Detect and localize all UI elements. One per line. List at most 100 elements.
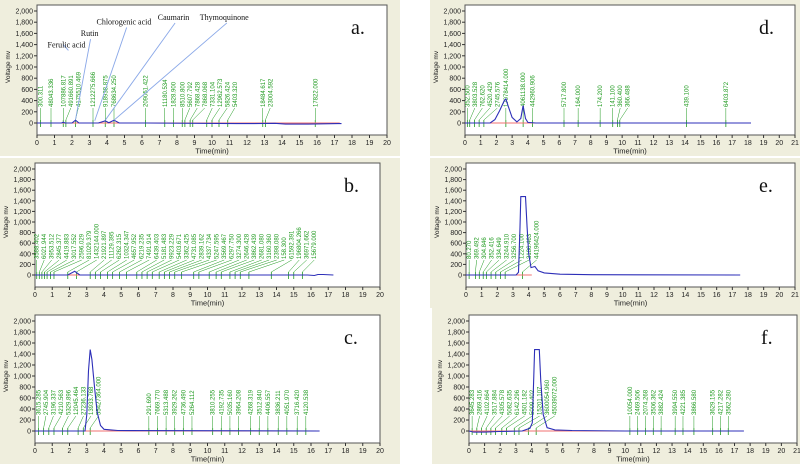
x-tick-label: 20 [383,140,391,147]
y-axis-label: Voltage mv [5,50,12,83]
y-tick-label: 1,800 [13,177,31,184]
peak-label: 4406.557 [266,389,272,415]
peak-label-leader [469,107,476,121]
y-tick-label: 200 [19,262,31,269]
x-tick-label: 16 [713,140,721,147]
x-axis-label: Time(min) [195,147,229,156]
peak-label-leader [136,259,157,273]
x-tick-label: 18 [744,140,752,147]
annotation-leader-line [113,22,228,121]
x-tick-label: 14 [273,448,281,455]
y-axis-label: Voltage mv [434,205,441,238]
peak-label: 3994.550 [673,389,679,415]
annotation-leader-line [75,39,91,120]
peak-label: 3186.463 [527,233,533,259]
x-tick-label: 13 [255,448,263,455]
chromatogram-trace [465,97,751,124]
peak-label: 17822.000 [313,78,319,107]
x-tick-label: 11 [221,292,228,299]
x-tick-label: 13 [261,140,269,147]
x-tick-label: 5 [545,448,549,455]
y-tick-label: 1,800 [443,20,461,27]
x-tick-label: 0 [35,140,39,147]
y-tick-label: 1,400 [13,352,31,359]
x-tick-label: 19 [359,448,367,455]
chart-panel-f: 0 200 400 600 800 1,000 1,200 1,400 1,600 1,800 2,… [432,308,800,464]
peak-label-leader [46,259,67,273]
peak-label-leader [271,259,292,273]
peak-label: 304.846 [482,237,488,259]
peak-label: 4305.578 [500,389,506,415]
y-tick-label: 1,600 [443,31,461,38]
x-tick-label: 9 [188,292,192,299]
x-tick-label: 5 [123,140,127,147]
peak-label-leader [506,415,525,429]
peak-label-leader [514,415,533,429]
x-tick-label: 21 [791,292,799,299]
x-tick-label: 1 [479,140,483,147]
x-tick-label: 7 [154,292,158,299]
peak-label-leader [83,415,92,429]
y-tick-label: 1,600 [447,341,465,348]
y-tick-label: 0 [458,273,462,280]
peak-label: 768634.250 [112,75,118,107]
peak-label: 3882.424 [659,389,665,415]
x-axis-label: Time(min) [614,299,648,308]
peak-label-leader [198,259,232,273]
x-tick-label: 7 [574,292,578,299]
peak-label: 3645.283 [470,389,476,415]
x-tick-label: 20 [376,448,384,455]
plot-area [464,4,796,136]
y-tick-label: 200 [450,262,462,269]
peak-label: 4657.952 [132,233,138,259]
x-tick-label: 9 [188,448,192,455]
peak-label: 55427364.000 [96,376,102,415]
x-tick-label: 10 [621,448,629,455]
panel-label: b. [338,173,365,200]
peak-label-leader [483,259,492,273]
peak-label-leader [53,259,82,273]
peak-label-leader [479,259,485,273]
peak-label: 491660.891 [69,75,75,107]
x-tick-label: 13 [665,140,673,147]
x-tick-label: 16 [713,292,721,299]
peak-label: 2646.428 [245,233,251,259]
peak-label: 3512.840 [257,389,263,415]
y-tick-label: 800 [453,385,465,392]
y-tick-label: 1,200 [13,363,31,370]
peak-label: 366.488 [626,85,632,107]
peak-label: 61592.391 [290,230,296,259]
y-tick-label: 400 [21,98,33,105]
chart-svg: 02004006008001,0001,2001,4001,6001,8002,… [434,162,799,308]
x-tick-label: 2 [70,140,74,147]
peak-label: 5035.160 [228,389,234,415]
y-tick-label: 400 [19,407,31,414]
x-tick-label: 5 [542,140,546,147]
y-axis-label: Voltage mv [3,359,10,392]
peak-label: 3017.552 [72,233,78,259]
chromatogram-trace [37,119,342,125]
peak-label-leader [619,107,628,121]
plot-area [34,314,381,444]
x-tick-label: 3 [85,292,89,299]
x-tick-label: 4 [530,448,534,455]
peak-label-leader [77,415,84,429]
x-tick-label: 1 [53,140,57,147]
peak-label-leader [107,259,127,273]
y-tick-label: 600 [449,87,461,94]
plot-area [36,4,388,136]
x-tick-label: 11 [635,292,642,299]
peak-label: 15679.000 [312,230,318,259]
peak-label-leader [302,259,315,273]
peak-label-leader [518,415,540,429]
x-tick-label: 19 [762,448,770,455]
x-tick-label: 2 [498,448,502,455]
peak-label: 4337.734 [207,233,213,259]
x-tick-label: 9 [193,140,197,147]
peak-label: 158.300 [282,237,288,259]
y-tick-label: 1,600 [13,341,31,348]
y-tick-label: 800 [21,76,33,83]
peak-label-leader [126,259,150,273]
peak-label-leader [152,259,180,273]
x-tick-label: 20 [777,448,785,455]
